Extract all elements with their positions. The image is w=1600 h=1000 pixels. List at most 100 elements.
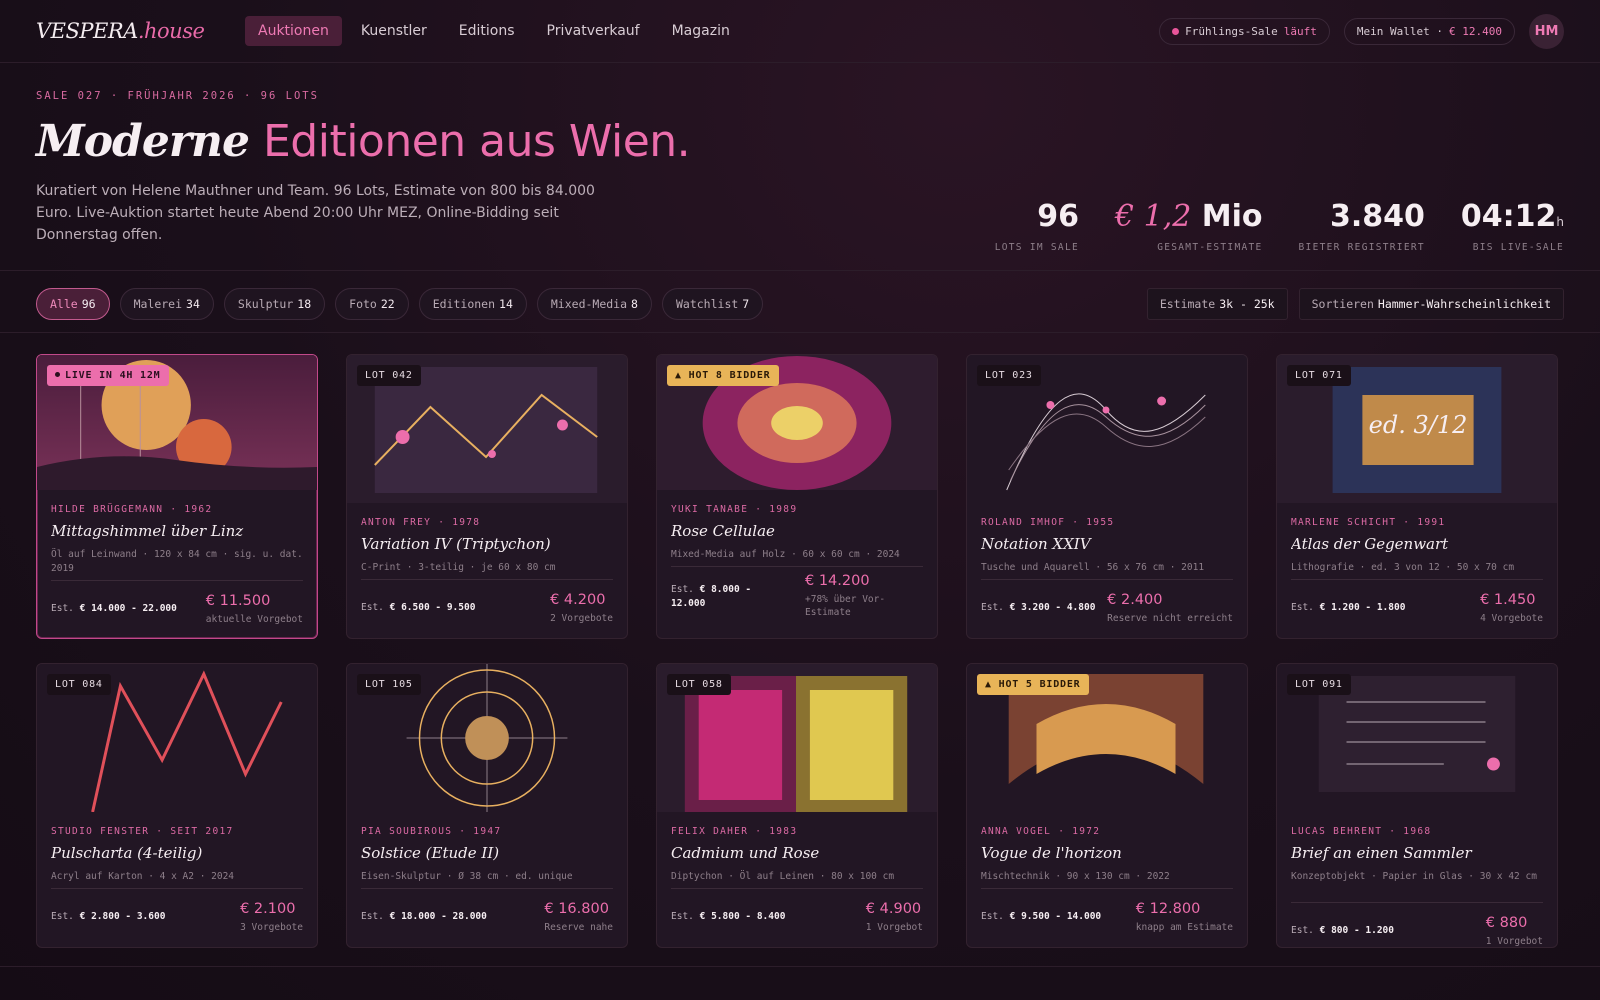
filter-alle[interactable]: Alle 96 bbox=[36, 288, 110, 320]
hero: SALE 027 · FRÜHJAHR 2026 · 96 LOTS Moder… bbox=[36, 90, 1564, 253]
lot-estimate: Est. € 2.800 - 3.600 bbox=[51, 911, 166, 922]
logo[interactable]: VESPERA.house bbox=[36, 19, 205, 43]
lot-card[interactable]: LOT 023 ROLAND IMHOF · 1955 Notation XXI… bbox=[966, 354, 1248, 639]
lot-number-badge: LOT 042 bbox=[357, 365, 421, 386]
filter-foto[interactable]: Foto 22 bbox=[335, 288, 409, 320]
artwork-image: LOT 105 bbox=[347, 664, 627, 812]
hero-description: Kuratiert von Helene Mauthner und Team. … bbox=[36, 183, 595, 244]
lot-estimate: Est. € 1.200 - 1.800 bbox=[1291, 602, 1406, 613]
stat-lots-value: 96 bbox=[1037, 199, 1079, 234]
filter-watchlist[interactable]: Watchlist 7 bbox=[661, 288, 764, 320]
lot-estimate: Est. € 5.800 - 8.400 bbox=[671, 911, 786, 922]
lot-meta: C-Print · 3-teilig · je 60 x 80 cm bbox=[361, 562, 556, 573]
lot-number-badge: LOT 084 bbox=[47, 674, 111, 695]
lot-estimate: Est. € 800 - 1.200 bbox=[1291, 925, 1394, 936]
bid-note: 4 Vorgebote bbox=[1480, 613, 1543, 624]
lot-title[interactable]: Variation IV (Triptychon) bbox=[361, 535, 551, 553]
stat-estimate-unit: Mio bbox=[1201, 199, 1263, 234]
sale-eyebrow: SALE 027 · FRÜHJAHR 2026 · 96 LOTS bbox=[36, 90, 319, 102]
hot-badge: ▲ HOT 8 BIDDER bbox=[667, 365, 779, 386]
lot-number-badge: LOT 071 bbox=[1287, 365, 1351, 386]
lot-meta: Mischtechnik · 90 x 130 cm · 2022 bbox=[981, 871, 1170, 882]
sort-select[interactable]: Sortieren Hammer-Wahrscheinlichkeit bbox=[1298, 288, 1564, 320]
nav-privatverkauf[interactable]: Privatverkauf bbox=[546, 23, 640, 39]
artist-name: ANTON FREY · 1978 bbox=[361, 517, 481, 528]
stat-countdown-unit: h bbox=[1556, 215, 1564, 229]
lot-card[interactable]: ▲ HOT 5 BIDDER ANNA VOGEL · 1972 Vogue d… bbox=[966, 663, 1248, 948]
lot-title[interactable]: Solstice (Etude II) bbox=[361, 844, 500, 862]
current-bid: € 4.200 bbox=[550, 592, 606, 608]
wallet-value: € 12.400 bbox=[1449, 24, 1502, 38]
current-bid: € 880 bbox=[1485, 915, 1528, 931]
lot-estimate: Est. € 14.000 - 22.000 bbox=[51, 603, 177, 614]
avatar[interactable]: HM bbox=[1529, 13, 1564, 49]
sale-status-label: Frühlings-Sale bbox=[1185, 24, 1278, 38]
lot-card[interactable]: LOT 058 FELIX DAHER · 1983 Cadmium und R… bbox=[656, 663, 938, 948]
lot-title[interactable]: Vogue de l'horizon bbox=[981, 844, 1122, 862]
lot-card[interactable]: LOT 091 LUCAS BEHRENT · 1968 Brief an ei… bbox=[1276, 663, 1558, 948]
estimate-filter[interactable]: Estimate 3k - 25k bbox=[1146, 288, 1288, 320]
lot-title[interactable]: Mittagshimmel über Linz bbox=[51, 522, 244, 540]
lot-estimate: Est. € 9.500 - 14.000 bbox=[981, 911, 1102, 922]
artwork-image: LOT 058 bbox=[657, 664, 937, 812]
nav-auktionen[interactable]: Auktionen bbox=[245, 16, 342, 46]
bid-note: 2 Vorgebote bbox=[550, 613, 613, 624]
stat-bidders: 3.840 BIETER REGISTRIERT bbox=[1298, 199, 1425, 254]
artwork-image: LIVE IN 4H 12M bbox=[37, 355, 317, 490]
lot-card[interactable]: LOT 084 STUDIO FENSTER · SEIT 2017 Pulsc… bbox=[36, 663, 318, 948]
wallet-pill[interactable]: Mein Wallet · € 12.400 bbox=[1343, 17, 1515, 45]
list-controls: Estimate 3k - 25k Sortieren Hammer-Wahrsch… bbox=[1146, 288, 1564, 320]
current-bid: € 2.100 bbox=[240, 901, 296, 917]
lot-number-badge: LOT 105 bbox=[357, 674, 421, 695]
artwork-image: LOT 023 bbox=[967, 355, 1247, 503]
lot-meta: Lithografie · ed. 3 von 12 · 50 x 70 cm bbox=[1291, 562, 1515, 573]
nav-right: Frühlings-Sale läuft Mein Wallet · € 12.… bbox=[1159, 13, 1564, 49]
page-title: Moderne Editionen aus Wien. bbox=[36, 116, 1564, 167]
lot-title[interactable]: Pulscharta (4-teilig) bbox=[51, 844, 203, 862]
live-badge: LIVE IN 4H 12M bbox=[47, 365, 169, 386]
filter-malerei[interactable]: Malerei 34 bbox=[119, 288, 214, 320]
stat-lots-label: LOTS IM SALE bbox=[994, 242, 1079, 253]
lot-title[interactable]: Brief an einen Sammler bbox=[1291, 844, 1472, 862]
lot-estimate: Est. € 3.200 - 4.800 bbox=[981, 602, 1096, 613]
nav-magazin[interactable]: Magazin bbox=[671, 23, 730, 39]
artwork-image: ed. 3/12 LOT 071 bbox=[1277, 355, 1557, 503]
lot-title[interactable]: Atlas der Gegenwart bbox=[1291, 535, 1449, 553]
lot-title[interactable]: Notation XXIV bbox=[981, 535, 1091, 553]
live-dot-icon bbox=[1172, 27, 1180, 35]
stat-estimate-amount: € 1,2 bbox=[1114, 199, 1192, 234]
artwork-image: ▲ HOT 5 BIDDER bbox=[967, 664, 1247, 812]
lot-card[interactable]: LOT 105 PIA SOUBIROUS · 1947 Solstice (E… bbox=[346, 663, 628, 948]
stat-bidders-label: BIETER REGISTRIERT bbox=[1298, 242, 1425, 253]
headline-accent: Editionen aus Wien. bbox=[262, 116, 691, 167]
lot-meta: Diptychon · Öl auf Leinen · 80 x 100 cm bbox=[671, 871, 895, 882]
lot-card[interactable]: ed. 3/12 LOT 071 MARLENE SCHICHT · 1991 … bbox=[1276, 354, 1558, 639]
bid-note: 3 Vorgebote bbox=[240, 922, 303, 933]
current-bid: € 12.800 bbox=[1135, 901, 1201, 917]
stat-bidders-value: 3.840 bbox=[1329, 199, 1425, 234]
lot-card[interactable]: LIVE IN 4H 12M HILDE BRÜGGEMANN · 1962 M… bbox=[36, 354, 318, 639]
artist-name: MARLENE SCHICHT · 1991 bbox=[1291, 517, 1446, 528]
sale-status-pill[interactable]: Frühlings-Sale läuft bbox=[1159, 17, 1330, 45]
nav-kuenstler[interactable]: Kuenstler bbox=[360, 23, 427, 39]
lot-title[interactable]: Cadmium und Rose bbox=[671, 844, 820, 862]
lot-card[interactable]: LOT 042 ANTON FREY · 1978 Variation IV (… bbox=[346, 354, 628, 639]
artist-name: HILDE BRÜGGEMANN · 1962 bbox=[51, 504, 213, 515]
bid-note: aktuelle Vorgebot bbox=[205, 614, 303, 625]
lot-estimate: Est. € 18.000 - 28.000 bbox=[361, 911, 487, 922]
lot-title[interactable]: Rose Cellulae bbox=[671, 522, 775, 540]
bid-note: 1 Vorgebot bbox=[865, 922, 923, 933]
artist-name: ROLAND IMHOF · 1955 bbox=[981, 517, 1115, 528]
artist-name: FELIX DAHER · 1983 bbox=[671, 826, 798, 837]
artwork-image: LOT 091 bbox=[1277, 664, 1557, 812]
filter-editionen[interactable]: Editionen 14 bbox=[418, 288, 527, 320]
filter-mixed-media[interactable]: Mixed-Media 8 bbox=[536, 288, 652, 320]
lot-card[interactable]: ▲ HOT 8 BIDDER YUKI TANABE · 1989 Rose C… bbox=[656, 354, 938, 639]
stat-countdown-label: BIS LIVE-SALE bbox=[1472, 242, 1564, 253]
nav-editions[interactable]: Editions bbox=[458, 23, 515, 39]
filter-skulptur[interactable]: Skulptur 18 bbox=[223, 288, 326, 320]
lot-number-badge: LOT 058 bbox=[667, 674, 731, 695]
hot-badge: ▲ HOT 5 BIDDER bbox=[977, 674, 1089, 695]
stat-countdown: 04:12h BIS LIVE-SALE bbox=[1461, 202, 1564, 254]
bid-note: knapp am Estimate bbox=[1135, 922, 1233, 933]
